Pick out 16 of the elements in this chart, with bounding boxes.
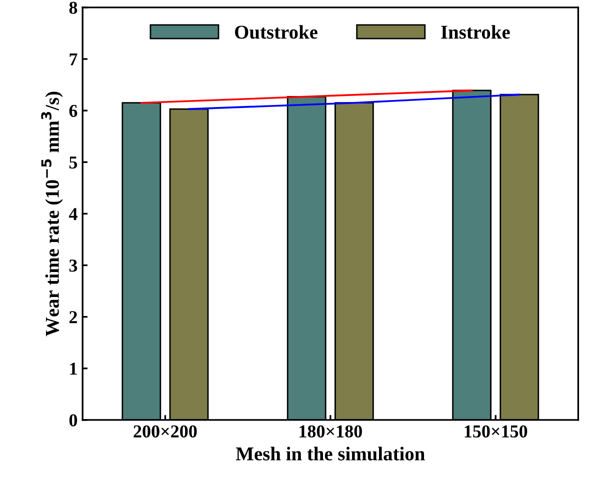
x-tick-label: 200×200 bbox=[134, 425, 197, 438]
y-axis-title: Wear time rate (10$^{−5}$ mm$^{3}$/s) bbox=[41, 92, 63, 336]
y-tick-label: 2 bbox=[69, 311, 77, 324]
legend-label: Instroke bbox=[441, 25, 510, 39]
y-tick-label: 0 bbox=[69, 414, 78, 426]
y-tick-label: 8 bbox=[69, 2, 78, 14]
y-tick-label: 1 bbox=[70, 362, 77, 375]
legend-label: Outstroke bbox=[235, 25, 318, 39]
y-tick-label: 4 bbox=[68, 208, 78, 220]
y-tick-label: 5 bbox=[69, 156, 78, 169]
y-tick-label: 3 bbox=[69, 260, 78, 272]
y-tick-label: 7 bbox=[70, 53, 78, 66]
x-tick-label: 150×150 bbox=[464, 425, 528, 438]
y-tick-label: 6 bbox=[69, 104, 78, 118]
x-tick-label: 180×180 bbox=[300, 425, 362, 438]
x-axis-title: Mesh in the simulation bbox=[236, 446, 425, 460]
